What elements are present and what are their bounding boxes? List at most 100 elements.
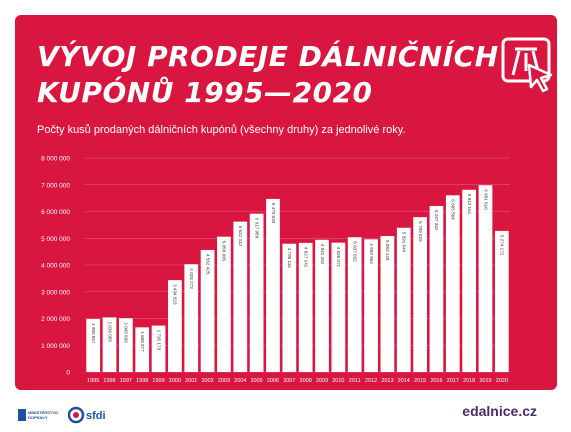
bar-value-label: 5 391 644 (402, 232, 407, 253)
bar-value-label: 2 039 085 (107, 321, 112, 342)
bar-value-label: 6 981 610 (483, 189, 488, 210)
page-title: VÝVOJ PRODEJE DÁLNIČNÍCH KUPÓNŮ 1995—202… (37, 39, 499, 111)
bar-value-label: 6 605 564 (451, 199, 456, 220)
x-tick-label: 2015 (414, 378, 426, 384)
x-tick-label: 2009 (316, 378, 328, 384)
bar (200, 249, 215, 372)
x-tick-label: 1999 (152, 378, 164, 384)
x-tick-label: 2007 (283, 378, 295, 384)
y-tick-label: 0 (66, 370, 70, 377)
x-tick-label: 2001 (185, 378, 197, 384)
bar-value-label: 4 836 071 (336, 247, 341, 268)
bar (102, 317, 117, 372)
x-tick-label: 2006 (267, 378, 279, 384)
x-tick-label: 2010 (332, 378, 344, 384)
y-tick-label: 4 000 000 (41, 263, 70, 270)
bar (151, 325, 166, 372)
x-tick-label: 2014 (398, 378, 410, 384)
bar (380, 236, 395, 372)
chart-subtitle: Počty kusů prodaných dálničních kupónů (… (37, 124, 406, 136)
bar-value-label: 5 058 995 (222, 241, 227, 262)
sfdi-logo-text: sfdi (86, 410, 106, 422)
bar-value-label: 5 622 412 (238, 226, 243, 247)
y-tick-label: 5 000 000 (41, 236, 70, 243)
y-axis-ticks: 0 1 000 000 2 000 000 3 000 000 4 000 000 5 0… (41, 156, 70, 377)
y-tick-label: 3 000 000 (41, 289, 70, 296)
sfdi-logo: sfdi (68, 406, 106, 424)
x-tick-label: 1995 (87, 378, 99, 384)
bar (429, 205, 444, 372)
y-tick-label: 1 000 000 (41, 343, 70, 350)
bar (478, 185, 493, 372)
bar-value-label: 6 470 049 (271, 203, 276, 224)
title-line-1: VÝVOJ PRODEJE DÁLNIČNÍCH (37, 40, 499, 73)
y-tick-label: 2 000 000 (41, 316, 70, 323)
x-tick-label: 2018 (463, 378, 475, 384)
sales-bar-chart: 0 1 000 000 2 000 000 3 000 000 4 000 000 5 0… (41, 156, 510, 384)
bar (315, 239, 329, 372)
x-tick-label: 2004 (234, 378, 246, 384)
bar (233, 221, 248, 372)
bar (135, 327, 150, 372)
x-tick-label: 2020 (496, 378, 508, 384)
bar (331, 242, 346, 372)
bar-value-label: 4 827 142 (303, 247, 308, 268)
bar (413, 217, 427, 372)
bar-value-label: 5 083 128 (385, 240, 390, 261)
bar (119, 318, 133, 372)
bar (86, 319, 101, 372)
bar (396, 227, 411, 372)
bar (445, 195, 460, 372)
bar-value-label: 4 562 425 (205, 254, 210, 275)
x-tick-label: 2000 (169, 378, 181, 384)
x-tick-label: 2005 (251, 378, 263, 384)
bar-value-label: 4 942 262 (320, 244, 325, 265)
site-brand[interactable]: edalnice.cz (462, 403, 537, 419)
bar-value-label: 5 274 172 (500, 235, 505, 256)
bar-value-label: 4 795 115 (287, 248, 292, 269)
bar (217, 236, 231, 372)
svg-text:MINISTERSTVO: MINISTERSTVO (28, 410, 58, 415)
bar (347, 237, 362, 372)
bar-value-label: 2 008 893 (124, 322, 129, 343)
highway-vignette-cursor-icon (501, 37, 553, 93)
bar-value-label: 1 980 857 (91, 323, 96, 344)
bar (364, 239, 378, 372)
x-tick-label: 2008 (300, 378, 312, 384)
x-tick-label: 1997 (120, 378, 132, 384)
bar (184, 264, 199, 372)
x-tick-label: 1996 (103, 378, 115, 384)
bar-value-label: 5 917 989 (254, 218, 259, 239)
bar-value-label: 1 735 179 (156, 330, 161, 351)
bar (249, 213, 264, 372)
x-tick-label: 2012 (365, 378, 377, 384)
bar-value-label: 5 037 032 (352, 241, 357, 262)
bar-value-label: 4 028 273 (189, 268, 194, 289)
x-tick-label: 1998 (136, 378, 148, 384)
svg-text:DOPRAVY: DOPRAVY (28, 415, 48, 420)
x-tick-label: 2003 (218, 378, 230, 384)
x-axis-ticks: 1995 1996 1997 1998 1999 2000 2001 2002 2003 2004… (87, 378, 508, 384)
ministry-of-transport-logo: MINISTERSTVO DOPRAVY (18, 409, 58, 421)
bar (462, 189, 476, 372)
bar-value-labels: 1 980 857 2 039 085 2 008 893 1 668 877 1 73… (91, 189, 505, 352)
chart-bars (86, 185, 509, 372)
bar (266, 198, 280, 372)
x-tick-label: 2002 (201, 378, 213, 384)
bar-value-label: 4 959 964 (369, 243, 374, 264)
bar-value-label: 5 789 029 (418, 221, 423, 242)
bar-value-label: 6 812 161 (467, 194, 472, 215)
footer: MINISTERSTVO DOPRAVY sfdi edalnice.cz (0, 390, 571, 432)
x-tick-label: 2013 (381, 378, 393, 384)
bar (282, 243, 297, 372)
y-tick-label: 6 000 000 (41, 209, 70, 216)
bar (494, 230, 509, 372)
bar-value-label: 3 434 823 (173, 284, 178, 305)
y-tick-label: 8 000 000 (41, 156, 70, 163)
title-line-2: KUPÓNŮ 1995—2020 (37, 76, 373, 109)
bar (298, 242, 313, 372)
bar (168, 280, 182, 372)
x-tick-label: 2017 (447, 378, 459, 384)
y-tick-label: 7 000 000 (41, 182, 70, 189)
bar-value-label: 1 668 877 (140, 331, 145, 352)
